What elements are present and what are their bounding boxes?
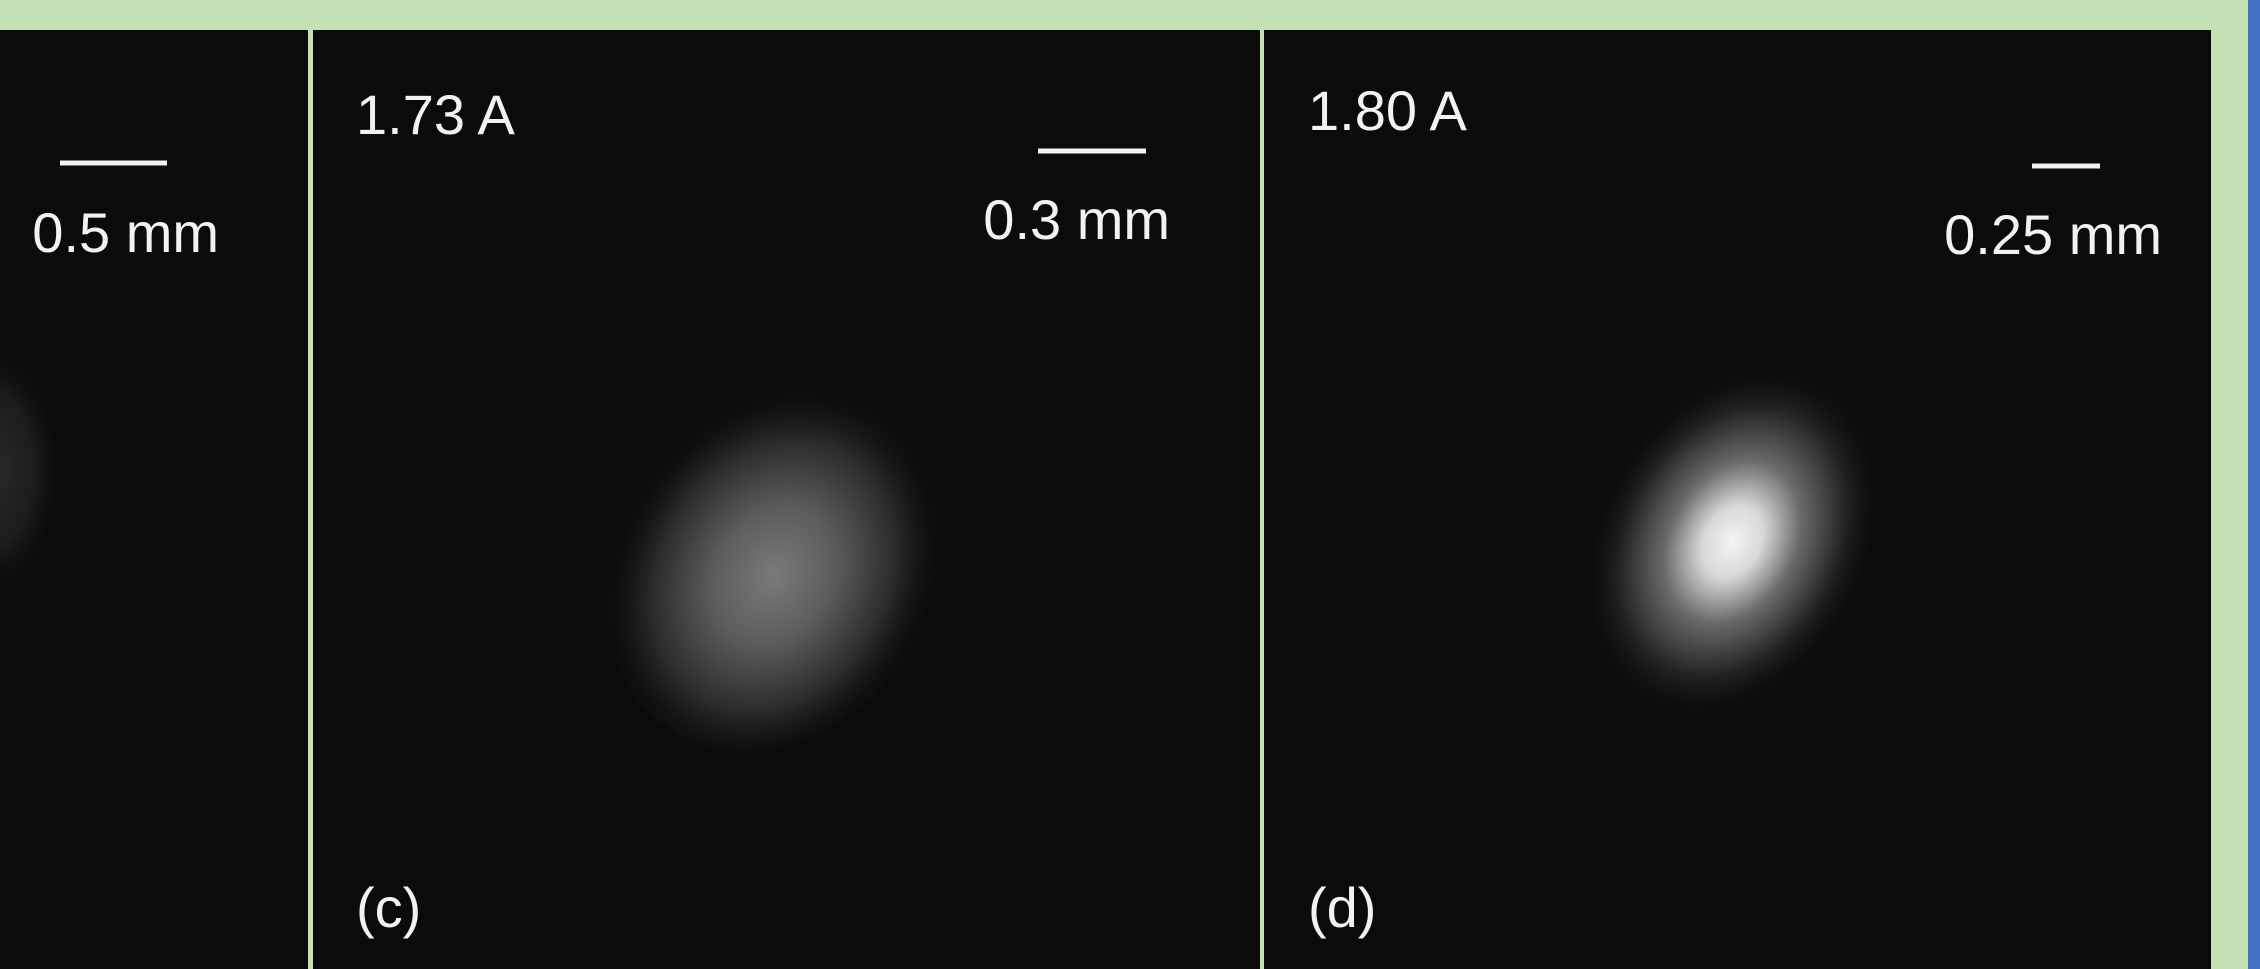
panel: 1.80 A 0.25 mm (d) [1264, 30, 2211, 969]
panel: 0.5 mm [0, 30, 308, 969]
panel-tag: (c) [356, 876, 421, 939]
panel-tag: (d) [1308, 876, 1376, 939]
side-strip [2248, 0, 2260, 969]
scale-label: 0.3 mm [983, 188, 1170, 251]
current-label: 1.73 A [356, 83, 515, 146]
scale-label: 0.5 mm [32, 201, 219, 264]
scale-label: 0.25 mm [1944, 203, 2162, 266]
figure: 0.5 mm 1.73 A 0.3 mm (c) 1.80 A 0.25 mm … [0, 0, 2260, 969]
current-label: 1.80 A [1308, 79, 1467, 142]
panel: 1.73 A 0.3 mm (c) [313, 30, 1260, 969]
page: 0.5 mm 1.73 A 0.3 mm (c) 1.80 A 0.25 mm … [0, 0, 2260, 969]
